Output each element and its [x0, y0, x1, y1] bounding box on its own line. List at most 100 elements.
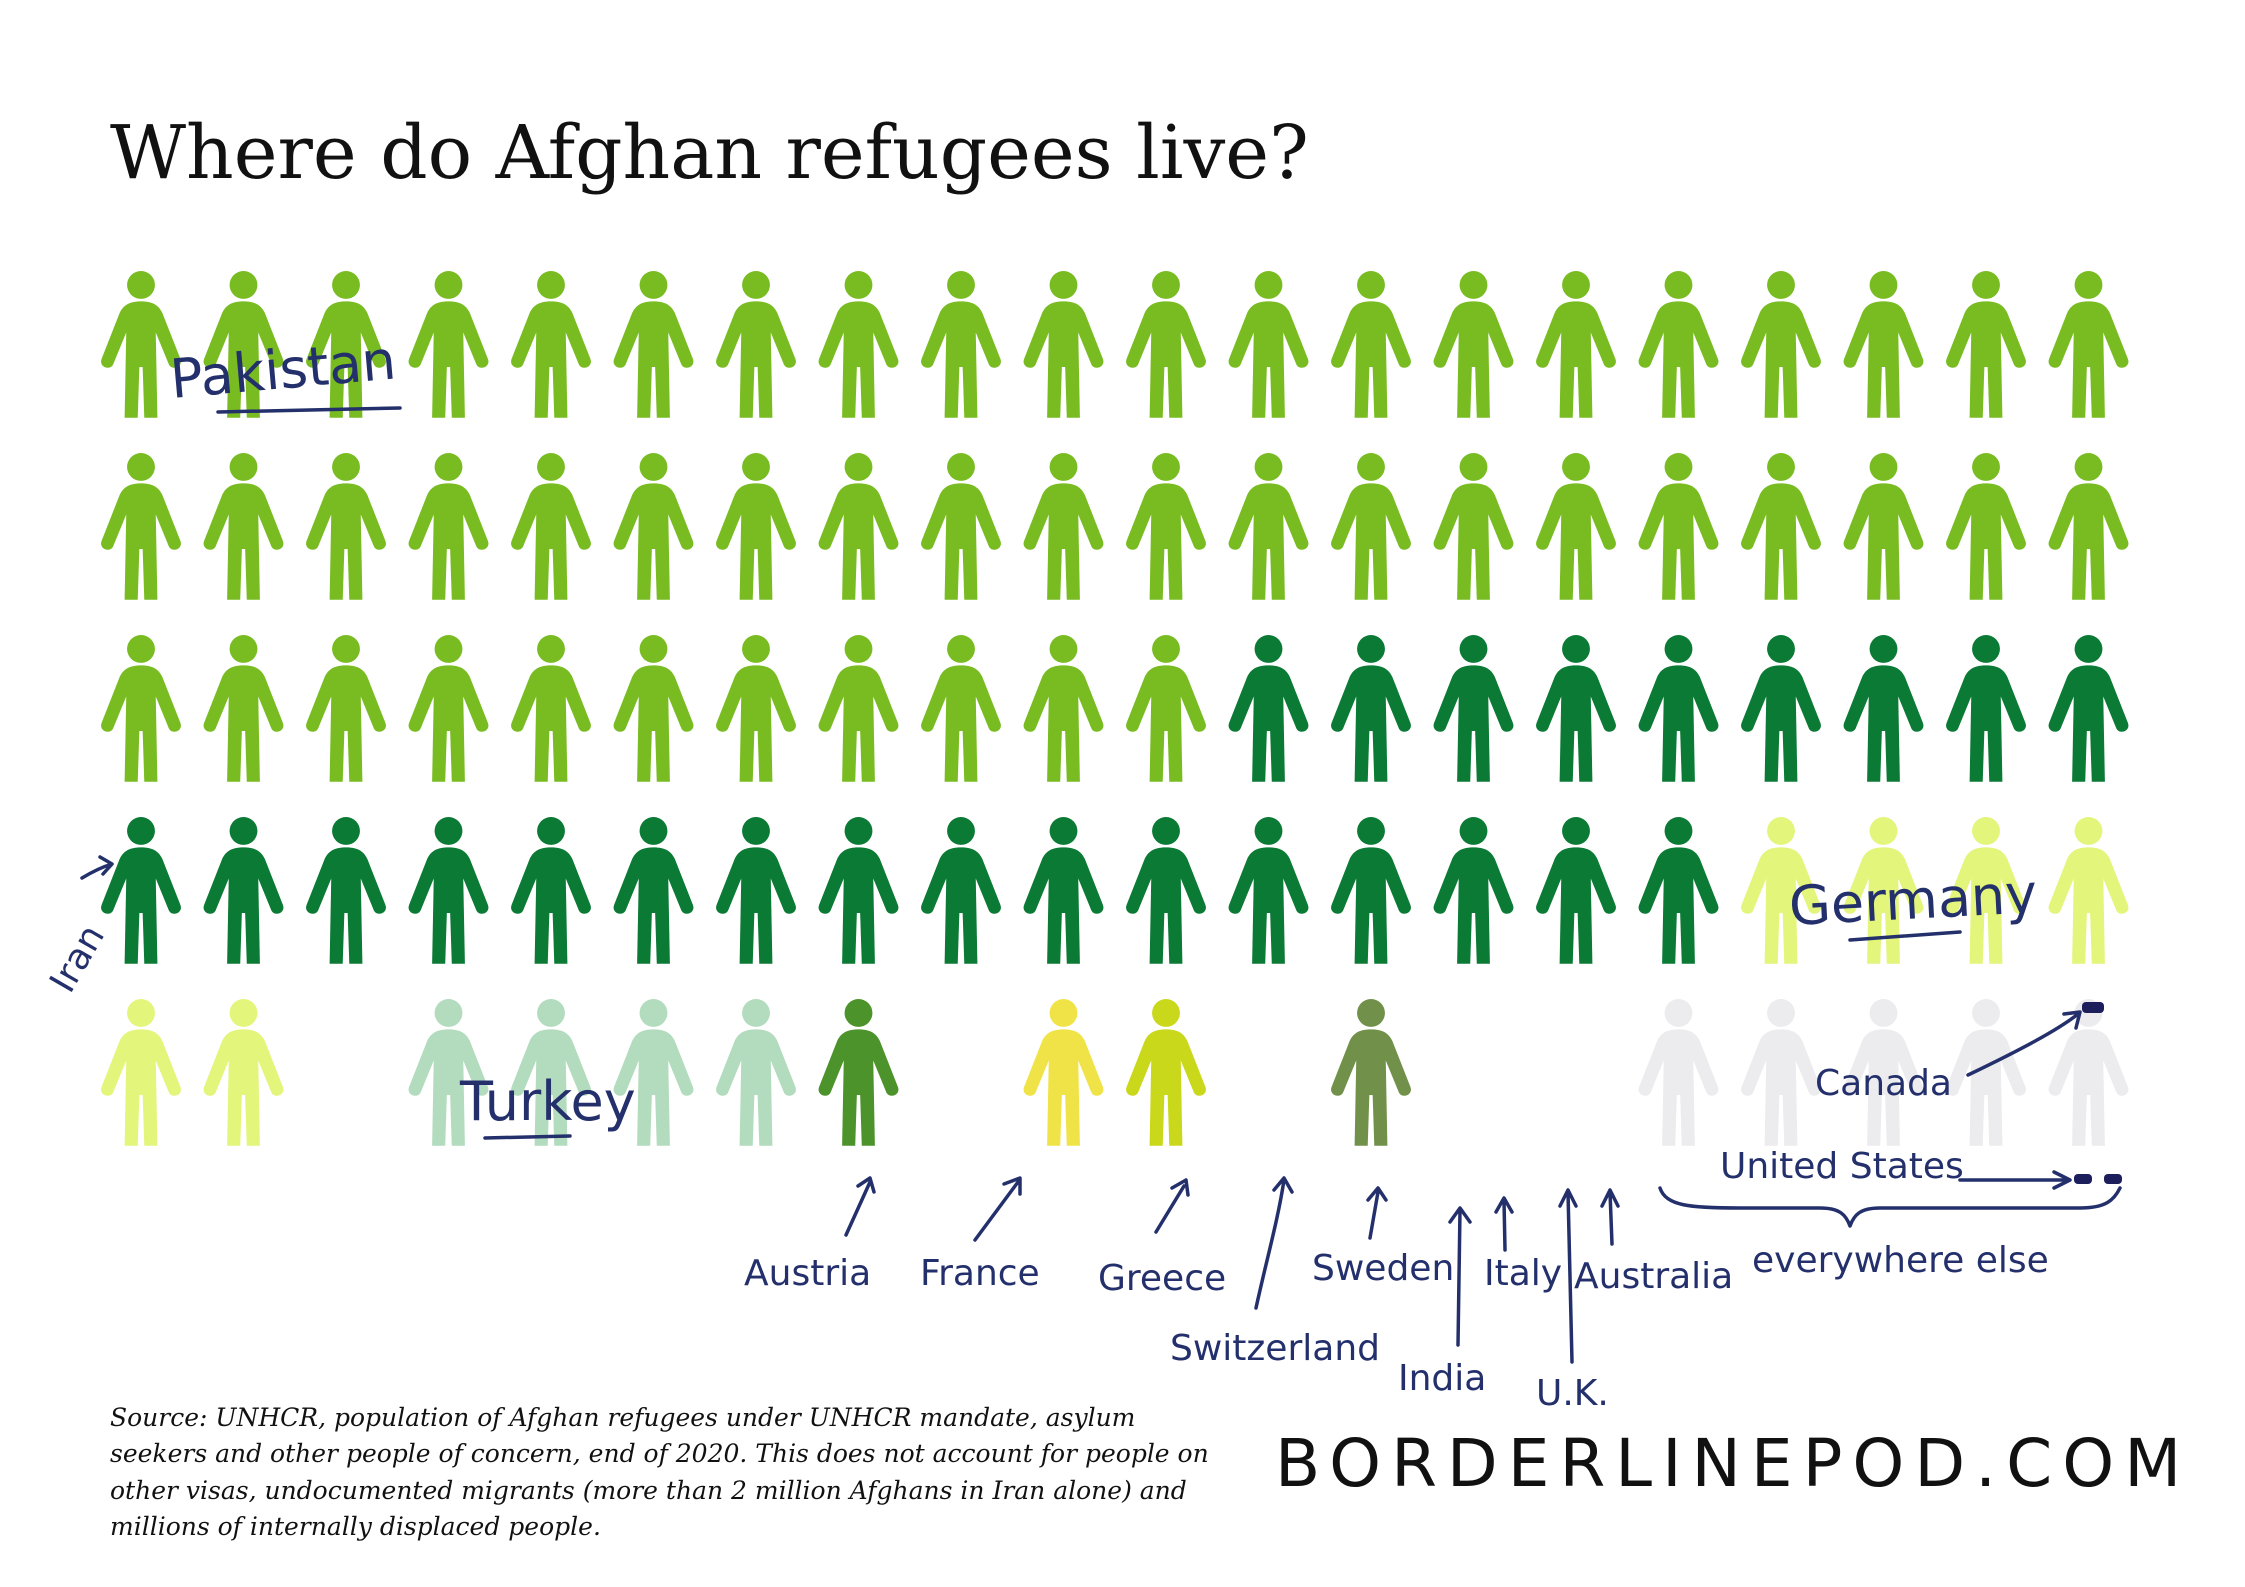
person-icon-pakistan	[101, 635, 181, 782]
person-icon-pakistan	[511, 635, 591, 782]
label-united-states: United States	[1720, 1146, 1964, 1187]
person-icon-france	[961, 999, 1001, 1146]
person-icon-pakistan	[306, 453, 386, 600]
label-sweden: Sweden	[1312, 1248, 1454, 1289]
everywhere-else-brace	[1658, 1186, 2122, 1228]
person-icon-iran	[1331, 635, 1411, 782]
australia-arrow	[1600, 1188, 1620, 1246]
person-icon-switzerland	[1268, 999, 1309, 1146]
person-icon-iran	[511, 817, 591, 964]
person-icon-pakistan	[1741, 453, 1821, 600]
label-uk: U.K.	[1536, 1373, 1609, 1414]
person-icon-italy	[1473, 999, 1514, 1146]
person-icon-pakistan	[1331, 271, 1411, 418]
person-icon-iran	[1228, 817, 1309, 964]
person-icon-pakistan	[716, 453, 796, 600]
person-icon-pakistan	[613, 271, 694, 418]
person-icon-sweden	[1331, 999, 1411, 1146]
person-icon-u-k	[1536, 999, 1576, 1146]
person-icon-pakistan	[511, 271, 591, 418]
italy-arrow	[1494, 1196, 1514, 1252]
person-icon-pakistan	[921, 271, 1001, 418]
page-title: Where do Afghan refugees live?	[110, 110, 1309, 196]
person-icon-pakistan	[1023, 453, 1104, 600]
person-icon-everywhere-else	[2048, 999, 2129, 1146]
person-icon-pakistan	[1331, 453, 1411, 600]
person-icon-pakistan	[306, 635, 386, 782]
person-icon-pakistan	[408, 635, 489, 782]
person-icon-iran	[2048, 635, 2129, 782]
sweden-arrow	[1366, 1186, 1388, 1240]
label-germany: Germany	[1787, 862, 2038, 938]
label-pakistan: Pakistan	[168, 328, 399, 410]
person-icon-pakistan	[408, 453, 489, 600]
person-icon-iran	[1843, 635, 1924, 782]
label-australia: Australia	[1574, 1256, 1733, 1297]
person-icon-pakistan	[1433, 271, 1514, 418]
person-icon-pakistan	[1638, 271, 1719, 418]
person-icon-pakistan	[1023, 271, 1104, 418]
person-icon-pakistan	[1946, 271, 2026, 418]
person-icon-austria	[818, 999, 899, 1146]
person-icon-austria	[921, 999, 961, 1146]
person-icon-pakistan	[101, 453, 181, 600]
person-icon-everywhere-else	[1638, 999, 1719, 1146]
website-label: BORDERLINEPOD.COM	[1275, 1425, 2192, 1502]
person-icon-pakistan	[1843, 453, 1924, 600]
person-icon-pakistan	[1126, 453, 1206, 600]
greece-arrow	[1154, 1178, 1190, 1234]
person-icon-turkey	[716, 999, 796, 1146]
person-icon-pakistan	[921, 453, 1001, 600]
person-icon-iran	[613, 817, 694, 964]
person-icon-germany	[306, 999, 346, 1146]
person-icon-pakistan	[1433, 453, 1514, 600]
person-icon-pakistan	[818, 453, 899, 600]
source-note: Source: UNHCR, population of Afghan refu…	[110, 1403, 1209, 1541]
person-icon-france	[1023, 999, 1104, 1146]
person-icon-germany	[101, 999, 181, 1146]
person-icon-iran	[1228, 635, 1309, 782]
person-icon-pakistan	[1126, 635, 1206, 782]
person-icon-iran	[1638, 635, 1719, 782]
person-icon-pakistan	[1023, 635, 1104, 782]
person-icon-australia	[1576, 999, 1616, 1146]
label-switzerland: Switzerland	[1170, 1328, 1380, 1369]
person-icon-iran	[1638, 817, 1719, 964]
person-icon-iran	[1536, 635, 1616, 782]
person-icon-pakistan	[1228, 271, 1309, 418]
person-icon-iran	[921, 817, 1001, 964]
canada-arrow	[1966, 1010, 2082, 1077]
person-icon-pakistan	[101, 271, 181, 418]
turkey-underline	[483, 1134, 572, 1140]
person-icon-pakistan	[1741, 271, 1821, 418]
label-everywhere-else: everywhere else	[1752, 1240, 2049, 1281]
united-states-mark-1	[2074, 1174, 2092, 1184]
person-icon-iran	[306, 817, 386, 964]
person-icon-pakistan	[1228, 453, 1309, 600]
person-icon-pakistan	[716, 271, 796, 418]
person-icon-pakistan	[1843, 271, 1924, 418]
person-icon-pakistan	[613, 635, 694, 782]
person-icon-pakistan	[203, 453, 284, 600]
india-arrow	[1448, 1206, 1472, 1347]
person-icon-iran	[1433, 817, 1514, 964]
germany-underline	[1848, 930, 1962, 942]
person-icon-pakistan	[1536, 271, 1616, 418]
uk-arrow	[1558, 1188, 1578, 1364]
person-icon-pakistan	[1126, 271, 1206, 418]
person-icon-iran	[408, 817, 489, 964]
label-greece: Greece	[1098, 1258, 1226, 1299]
canada-mark	[2082, 1002, 2104, 1013]
person-icon-pakistan	[1638, 453, 1719, 600]
austria-arrow	[844, 1176, 876, 1237]
icon-grid	[101, 271, 2129, 1146]
person-icon-greece	[1126, 999, 1206, 1146]
person-icon-everywhere-else	[1741, 999, 1821, 1146]
person-icon-pakistan	[818, 635, 899, 782]
person-icon-iran	[1331, 817, 1411, 964]
person-icon-iran	[1126, 817, 1206, 964]
person-icon-turkey	[346, 999, 386, 1146]
person-icon-iran	[818, 817, 899, 964]
person-icon-pakistan	[2048, 453, 2129, 600]
